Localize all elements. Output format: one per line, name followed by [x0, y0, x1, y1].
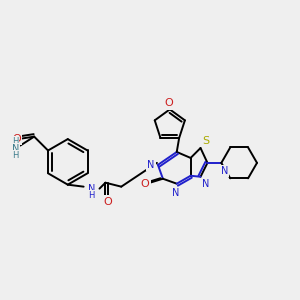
Text: N: N: [172, 188, 179, 198]
Text: O: O: [12, 134, 21, 144]
Text: H: H: [12, 151, 19, 160]
Text: N: N: [202, 179, 209, 189]
Text: N: N: [220, 166, 228, 176]
Text: S: S: [202, 136, 209, 146]
Text: H: H: [88, 191, 95, 200]
Text: O: O: [164, 98, 173, 108]
Text: O: O: [103, 196, 112, 206]
Text: N: N: [12, 143, 19, 154]
Text: N: N: [147, 160, 155, 170]
Text: H: H: [12, 137, 19, 146]
Text: N: N: [88, 184, 95, 194]
Text: O: O: [141, 179, 149, 189]
